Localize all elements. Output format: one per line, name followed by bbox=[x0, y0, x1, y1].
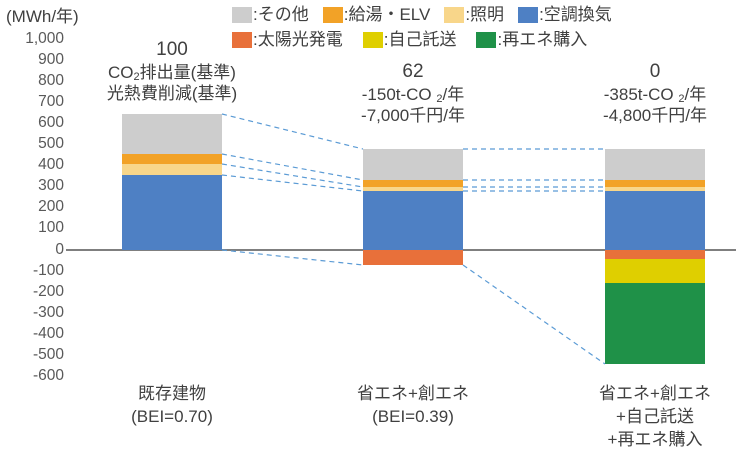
legend-item-kucho-kanki: :空調換気 bbox=[518, 6, 612, 23]
legend-swatch-jiko-takuso bbox=[362, 31, 383, 48]
annotation-line3-1: -7,000千円/年 bbox=[361, 106, 465, 126]
annotation-line2-pre-0: CO bbox=[108, 62, 134, 82]
annotation-line2-pre-2: -385t-CO bbox=[603, 84, 679, 104]
y-tick-900: 900 bbox=[38, 51, 64, 68]
y-tick-200: 200 bbox=[38, 198, 64, 215]
bar-segment-kyuto-elv-1 bbox=[363, 180, 463, 187]
bar-segment-sonota-0 bbox=[122, 114, 222, 154]
annotation-value-1: 62 bbox=[402, 61, 424, 82]
category-label-0-line1: 既存建物 bbox=[138, 384, 206, 403]
bar-segment-sonota-2 bbox=[605, 149, 705, 180]
bar-segment-kyuto-elv-0 bbox=[122, 154, 222, 164]
category-label-2-line3: +再エネ購入 bbox=[607, 429, 703, 449]
annotation-group-1: 62 -150t-CO 2/年 -7,000千円/年 bbox=[293, 60, 533, 127]
y-tick-neg500: -500 bbox=[32, 346, 64, 363]
y-tick-100: 100 bbox=[38, 219, 64, 236]
category-label-0: 既存建物 (BEI=0.70) bbox=[52, 383, 292, 429]
legend-swatch-shomei bbox=[444, 6, 465, 23]
bar-segment-kucho-kanki-2 bbox=[605, 191, 705, 250]
legend-label-kyuto-elv: :給湯・ELV bbox=[343, 5, 431, 24]
annotation-line2-0: CO2排出量(基準) bbox=[52, 62, 292, 83]
bar-segment-shomei-1 bbox=[363, 187, 463, 191]
bar-segment-taiyoko-hatsuden-2 bbox=[605, 250, 705, 259]
category-label-2-line2: +自己託送 bbox=[616, 406, 694, 426]
y-tick-300: 300 bbox=[38, 177, 64, 194]
bar-segment-shomei-2 bbox=[605, 187, 705, 191]
legend-swatch-taiyoko-hatsuden bbox=[232, 31, 252, 48]
category-label-1-line1: 省エネ+創エネ bbox=[357, 384, 469, 403]
bar-segment-kyuto-elv-2 bbox=[605, 180, 705, 187]
annotation-group-2: 0 -385t-CO 2/年 -4,800千円/年 bbox=[535, 60, 736, 127]
legend-label-taiyoko-hatsuden: :太陽光発電 bbox=[253, 30, 343, 49]
annotation-value-2: 0 bbox=[649, 61, 661, 82]
legend-row-2: :太陽光発電 :自己託送 :再エネ購入 bbox=[232, 27, 736, 52]
y-tick-700: 700 bbox=[38, 93, 64, 110]
legend-label-sonota: :その他 bbox=[253, 5, 309, 24]
legend-item-taiyoko-hatsuden: :太陽光発電 bbox=[232, 31, 343, 48]
legend-swatch-kyuto-elv bbox=[322, 6, 343, 23]
y-tick-500: 500 bbox=[38, 135, 64, 152]
bar-segment-kucho-kanki-1 bbox=[363, 191, 463, 250]
legend-label-shomei: :照明 bbox=[465, 5, 505, 24]
legend-swatch-saiene-konyu bbox=[476, 31, 497, 48]
y-tick-neg400: -400 bbox=[32, 325, 64, 342]
bar-segment-taiyoko-hatsuden-1 bbox=[363, 250, 463, 265]
annotation-line2-2: -385t-CO 2/年 bbox=[535, 84, 736, 105]
y-tick-neg300: -300 bbox=[32, 304, 64, 321]
bar-segment-saiene-konyu-2 bbox=[605, 283, 705, 364]
annotation-line2-post-1: /年 bbox=[442, 84, 465, 104]
legend-swatch-sonota bbox=[232, 6, 252, 23]
legend-item-kyuto-elv: :給湯・ELV bbox=[322, 5, 431, 24]
y-axis: 1,000 900 800 700 600 500 400 300 200 10… bbox=[0, 0, 64, 459]
category-label-0-line2: (BEI=0.70) bbox=[131, 406, 213, 426]
bar-segment-shomei-0 bbox=[122, 164, 222, 175]
y-tick-600: 600 bbox=[38, 114, 64, 131]
annotation-group-0: 100 CO2排出量(基準) 光熱費削減(基準) bbox=[52, 38, 292, 105]
category-label-1-line2: (BEI=0.39) bbox=[372, 406, 454, 426]
y-tick-neg100: -100 bbox=[32, 262, 64, 279]
legend-item-shomei: :照明 bbox=[444, 6, 504, 23]
annotation-line3-2: -4,800千円/年 bbox=[603, 106, 707, 126]
legend-label-saiene-konyu: :再エネ購入 bbox=[497, 30, 588, 49]
y-tick-0: 0 bbox=[55, 241, 64, 258]
y-tick-800: 800 bbox=[38, 72, 64, 89]
annotation-line3-0: 光熱費削減(基準) bbox=[106, 84, 238, 104]
annotation-value-0: 100 bbox=[156, 39, 188, 60]
legend-row-1: :その他 :給湯・ELV :照明 :空調換気 bbox=[232, 2, 736, 27]
category-label-2: 省エネ+創エネ +自己託送 +再エネ購入 bbox=[535, 383, 736, 452]
annotation-line2-post-0: 排出量(基準) bbox=[139, 62, 236, 82]
bar-segment-sonota-1 bbox=[363, 149, 463, 180]
legend-item-sonota: :その他 bbox=[232, 6, 309, 23]
y-tick-neg200: -200 bbox=[32, 283, 64, 300]
y-tick-neg600: -600 bbox=[32, 367, 64, 384]
bar-segment-kucho-kanki-0 bbox=[122, 175, 222, 250]
annotation-line2-sub-0: 2 bbox=[133, 70, 140, 83]
legend-item-jiko-takuso: :自己託送 bbox=[362, 30, 457, 49]
category-label-2-line1: 省エネ+創エネ bbox=[599, 384, 711, 403]
legend-swatch-kucho-kanki bbox=[518, 6, 539, 23]
legend-label-kucho-kanki: :空調換気 bbox=[539, 5, 612, 24]
annotation-line2-pre-1: -150t-CO bbox=[361, 84, 437, 104]
annotation-line2-1: -150t-CO 2/年 bbox=[293, 84, 533, 105]
y-tick-400: 400 bbox=[38, 156, 64, 173]
y-axis-unit-label: (MWh/年) bbox=[6, 7, 79, 26]
chart-legend: :その他 :給湯・ELV :照明 :空調換気 :太陽光発電 :自己託送 :再エネ… bbox=[232, 2, 736, 52]
legend-label-jiko-takuso: :自己託送 bbox=[383, 30, 457, 49]
annotation-line2-sub-2: 2 bbox=[678, 92, 685, 105]
y-tick-1000: 1,000 bbox=[25, 30, 64, 47]
category-label-1: 省エネ+創エネ (BEI=0.39) bbox=[293, 383, 533, 429]
bar-segment-jiko-takuso-2 bbox=[605, 259, 705, 283]
legend-item-saiene-konyu: :再エネ購入 bbox=[476, 31, 587, 48]
annotation-line2-sub-1: 2 bbox=[436, 92, 443, 105]
annotation-line2-post-2: /年 bbox=[684, 84, 707, 104]
